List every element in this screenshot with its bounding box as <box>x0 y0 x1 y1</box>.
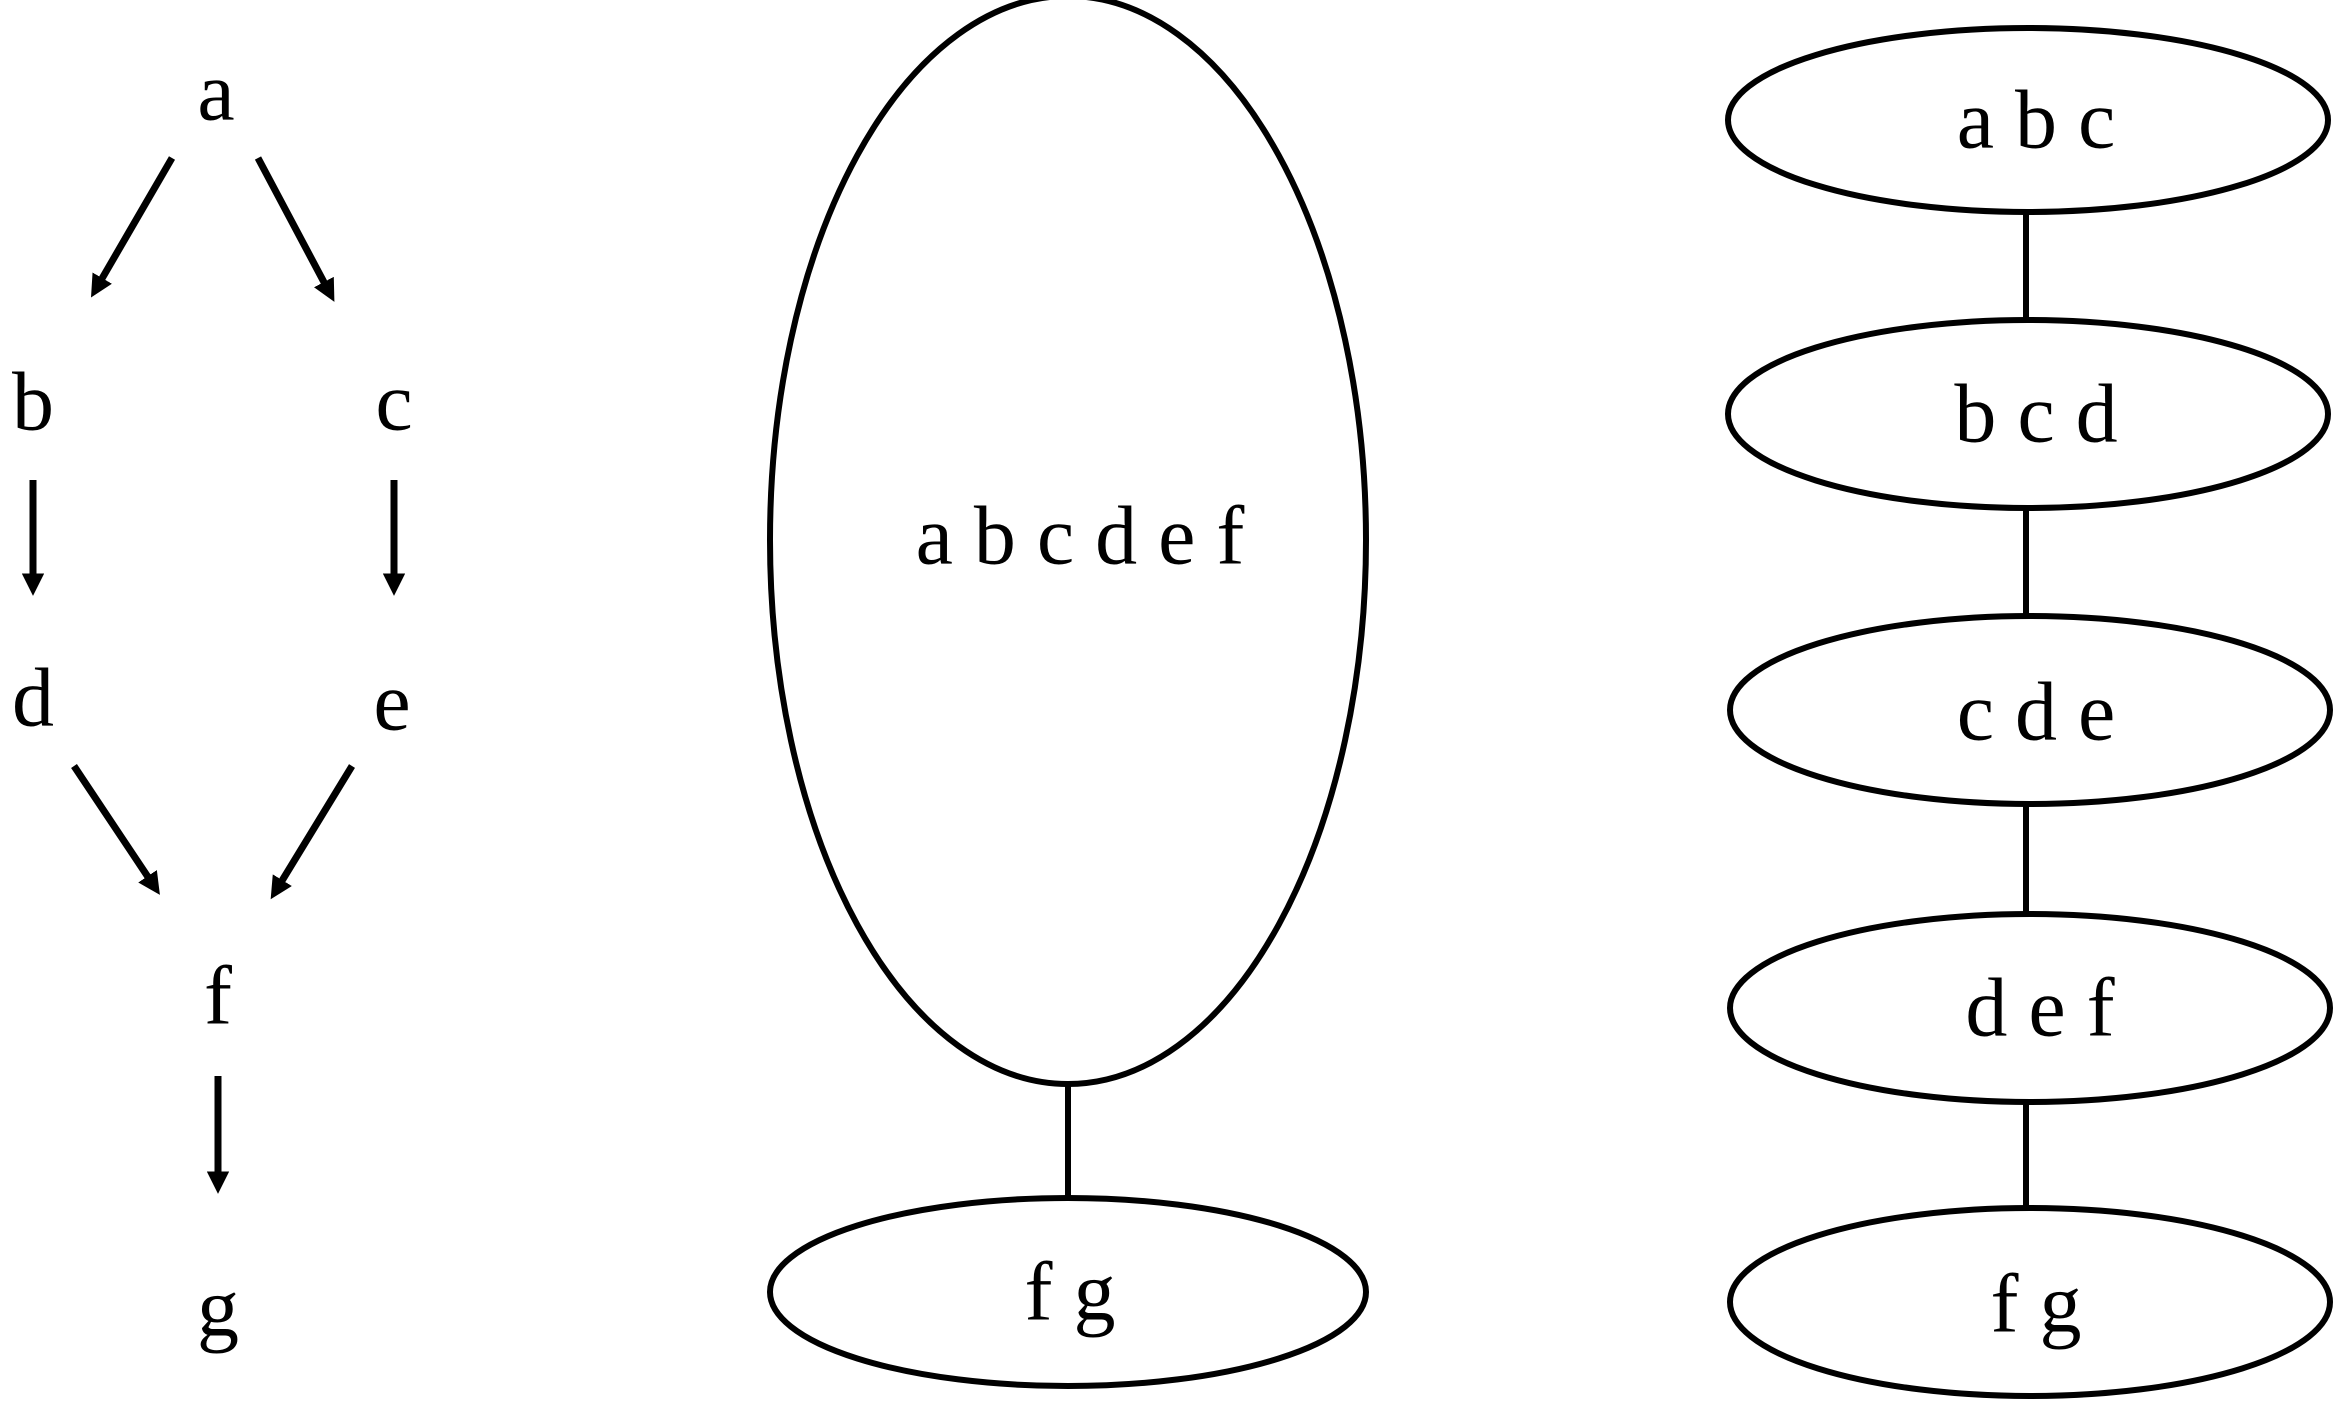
cluster-fg-label: f g <box>1025 1246 1116 1339</box>
chain-cluster-bcd <box>1725 317 2331 511</box>
chain-cluster-fg <box>1727 1205 2333 1399</box>
chain-cluster-abc-label: a b c <box>1957 74 2116 167</box>
junction-tree-five-clusters: a b c b c d c d e d e f f g <box>1725 25 2333 1399</box>
node-e: e <box>373 656 410 749</box>
chain-cluster-fg-label: f g <box>1991 1258 2082 1351</box>
edge-e-f <box>270 764 355 900</box>
edge-a-b <box>91 156 176 298</box>
node-g: g <box>197 1262 239 1355</box>
chain-cluster-cde-label: c d e <box>1957 666 2116 759</box>
chain-cluster-def <box>1727 911 2333 1105</box>
junction-tree-two-clusters: a b c d e f f g <box>767 0 1369 1389</box>
node-b: b <box>12 356 54 449</box>
node-d: d <box>12 652 54 745</box>
chain-cluster-cde <box>1727 613 2333 807</box>
node-a: a <box>197 46 234 139</box>
cluster-abcdef-label: a b c d e f <box>916 490 1245 583</box>
directed-graph: a b c d e f g <box>12 46 413 1355</box>
chain-cluster-def-label: d e f <box>1965 962 2114 1055</box>
chain-cluster-bcd-label: b c d <box>1954 368 2117 461</box>
edge-a-c <box>254 156 335 302</box>
chain-cluster-abc <box>1725 25 2331 215</box>
cluster-abcdef <box>767 0 1369 1087</box>
edge-d-f <box>71 764 160 895</box>
node-f: f <box>204 950 232 1043</box>
node-c: c <box>375 356 412 449</box>
cluster-fg <box>767 1195 1369 1389</box>
